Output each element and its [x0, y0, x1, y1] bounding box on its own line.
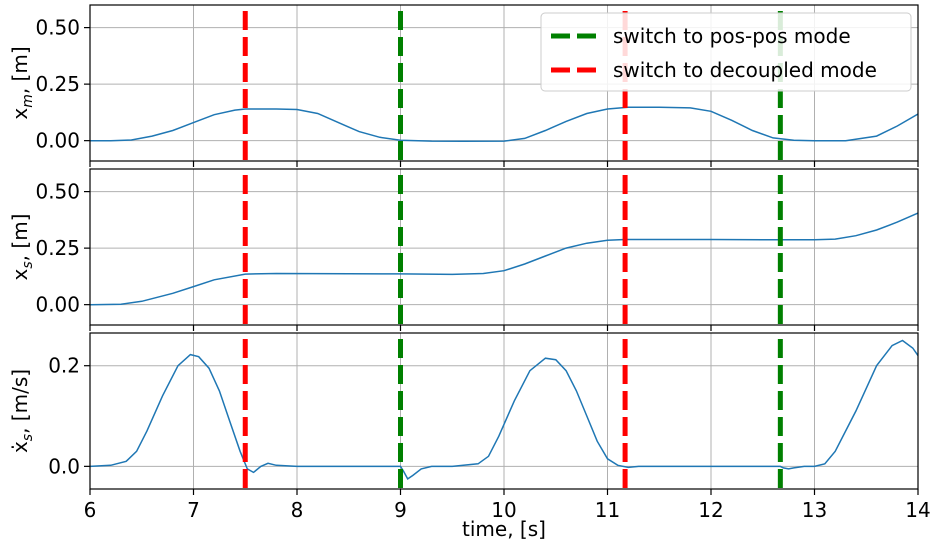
y-tick-label: 0.0: [48, 454, 80, 478]
axes-frame: [89, 168, 919, 326]
x-axis-label: time, [s]: [462, 517, 546, 541]
legend-box: [540, 12, 912, 92]
legend-label: switch to pos-pos mode: [613, 24, 851, 48]
x-tick-label: 8: [291, 498, 304, 522]
y-tick-label: 0.50: [35, 180, 80, 204]
y-tick-label: 0.50: [35, 16, 80, 40]
panel-1: 0.00 0.25 0.50 xm, [m] switch to pos-pos mod…: [8, 4, 919, 167]
series-line: [90, 106, 918, 143]
x-tick-label: 13: [802, 498, 827, 522]
y-axis-label: xm, [m]: [8, 46, 36, 119]
x-tick-label: 9: [394, 498, 407, 522]
y-tick-label: 0.2: [48, 354, 80, 378]
axes-frame: [89, 332, 919, 490]
x-tick-label: 11: [595, 498, 620, 522]
series-line: [90, 339, 918, 480]
y-tick-label: 0.25: [35, 72, 80, 96]
y-axis-label: ẋs, [m/s]: [8, 369, 36, 453]
y-axis-label: xs, [m]: [8, 214, 36, 281]
x-tick-label: 6: [84, 498, 97, 522]
legend: switch to pos-pos mode switch to decouple…: [540, 12, 912, 92]
panel-3: 0.0 0.2 ẋs, [m/s] 6 7 8 9 10 11 12 13 14 time, [s]: [8, 332, 931, 541]
x-tick-label: 7: [187, 498, 200, 522]
x-tick-label: 10: [491, 498, 516, 522]
y-tick-label: 0.25: [35, 236, 80, 260]
x-tick-label: 12: [698, 498, 723, 522]
y-tick-label: 0.00: [35, 129, 80, 153]
y-tick-label: 0.00: [35, 293, 80, 317]
series-line: [90, 212, 918, 306]
x-tick-label: 14: [905, 498, 930, 522]
panel-2: 0.00 0.25 0.50 xs, [m]: [8, 168, 919, 331]
legend-label: switch to decoupled mode: [613, 58, 877, 82]
axes-frame: [89, 4, 919, 162]
